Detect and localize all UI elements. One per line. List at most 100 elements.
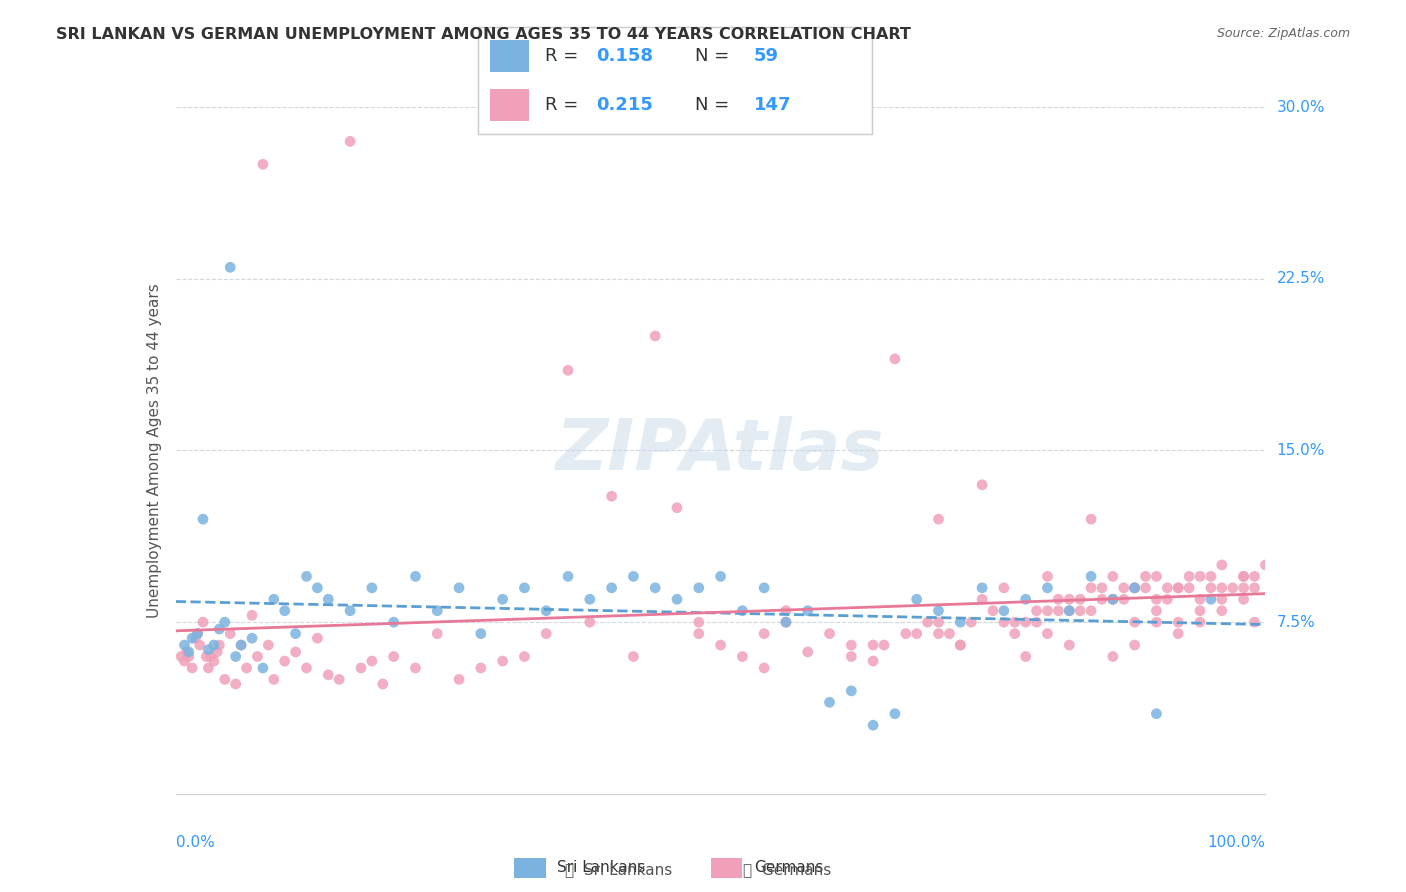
Point (688, 581, 710, 595)
Point (240, 631, 263, 645)
Point (600, 489, 623, 503)
Point (818, 626, 841, 640)
Point (274, 654, 297, 668)
FancyBboxPatch shape (489, 39, 529, 71)
Point (949, 638, 972, 652)
Point (513, 649, 536, 664)
Point (208, 622, 231, 636)
Point (1069, 592, 1091, 607)
Point (350, 661, 373, 675)
Text: 30.0%: 30.0% (1277, 100, 1324, 114)
Point (688, 626, 710, 640)
Point (1211, 581, 1233, 595)
Point (993, 581, 1015, 595)
Point (219, 626, 242, 640)
Point (1004, 626, 1026, 640)
Point (972, 581, 994, 595)
Point (426, 626, 449, 640)
Point (905, 626, 928, 640)
Point (1080, 581, 1102, 595)
Point (173, 638, 195, 652)
Point (274, 604, 297, 618)
Point (191, 615, 214, 630)
Point (1146, 615, 1168, 630)
Point (666, 592, 689, 607)
Point (731, 604, 754, 618)
Point (170, 649, 193, 664)
FancyBboxPatch shape (489, 89, 529, 121)
Point (579, 615, 602, 630)
Point (1112, 592, 1135, 607)
Point (361, 581, 384, 595)
Point (1004, 615, 1026, 630)
Point (754, 661, 776, 675)
Point (981, 604, 1004, 618)
Point (972, 592, 994, 607)
Point (1211, 558, 1233, 572)
Point (1080, 604, 1102, 618)
Point (470, 626, 492, 640)
Point (1222, 581, 1244, 595)
Point (710, 638, 733, 652)
Point (1243, 581, 1265, 595)
Point (1015, 615, 1038, 630)
Point (426, 604, 449, 618)
Point (1123, 581, 1146, 595)
Text: SRI LANKAN VS GERMAN UNEMPLOYMENT AMONG AGES 35 TO 44 YEARS CORRELATION CHART: SRI LANKAN VS GERMAN UNEMPLOYMENT AMONG … (56, 27, 911, 42)
Point (557, 569, 579, 583)
Point (1123, 638, 1146, 652)
Point (197, 642, 219, 657)
Point (339, 135, 361, 149)
Text: R =: R = (546, 46, 583, 64)
Point (688, 615, 710, 630)
Point (1146, 569, 1168, 583)
Point (1178, 581, 1201, 595)
Point (328, 673, 350, 687)
Point (1211, 604, 1233, 618)
Point (993, 615, 1015, 630)
Point (621, 569, 644, 583)
Point (176, 645, 198, 659)
Point (1091, 592, 1114, 607)
Point (263, 673, 285, 687)
Point (1102, 569, 1125, 583)
Point (252, 157, 274, 171)
Point (307, 581, 329, 595)
Point (1243, 569, 1265, 583)
Point (1167, 615, 1189, 630)
Point (960, 615, 983, 630)
Point (1199, 592, 1222, 607)
Text: 0.0%: 0.0% (176, 835, 215, 850)
Point (208, 638, 231, 652)
Text: 22.5%: 22.5% (1277, 271, 1324, 286)
Point (894, 626, 917, 640)
Point (1080, 569, 1102, 583)
Point (382, 615, 405, 630)
Point (231, 638, 253, 652)
Point (775, 604, 797, 618)
Point (447, 581, 470, 595)
Point (534, 626, 557, 640)
FancyBboxPatch shape (711, 858, 742, 879)
Point (710, 569, 733, 583)
Text: 59: 59 (754, 46, 779, 64)
Point (295, 661, 318, 675)
Point (949, 615, 972, 630)
Point (775, 615, 797, 630)
Text: Germans: Germans (754, 860, 824, 875)
Point (600, 581, 623, 595)
Text: 15.0%: 15.0% (1277, 443, 1324, 458)
Point (797, 604, 820, 618)
Text: 🔷  Sri Lankans: 🔷 Sri Lankans (565, 863, 672, 877)
Point (263, 592, 285, 607)
Point (1123, 615, 1146, 630)
Point (1189, 569, 1212, 583)
Point (841, 683, 863, 698)
Point (284, 626, 307, 640)
Point (928, 604, 950, 618)
Point (173, 654, 195, 668)
Point (1135, 569, 1157, 583)
Point (1047, 604, 1070, 618)
Point (177, 645, 200, 659)
Point (1233, 569, 1256, 583)
